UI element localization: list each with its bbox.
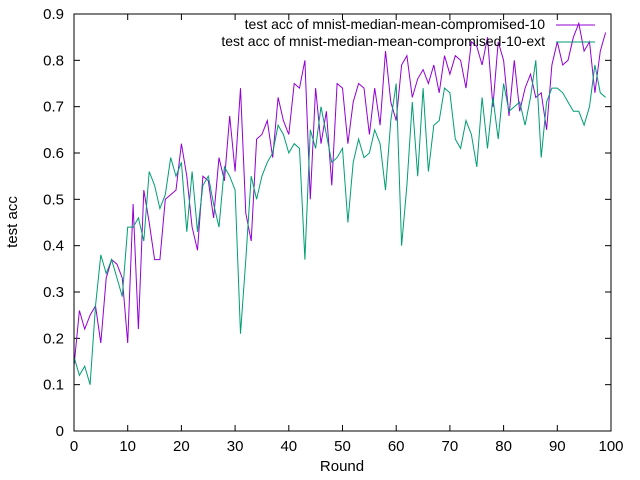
series-line-2 bbox=[73, 60, 606, 385]
y-tick-label: 0.3 bbox=[43, 284, 64, 301]
x-tick-label: 80 bbox=[495, 438, 512, 455]
legend: test acc of mnist-median-mean-compromise… bbox=[221, 16, 595, 49]
x-tick-label: 20 bbox=[173, 438, 190, 455]
legend-label-series-1: test acc of mnist-median-mean-compromise… bbox=[245, 16, 546, 32]
series-layer bbox=[73, 21, 607, 385]
x-tick-label: 0 bbox=[70, 438, 78, 455]
y-tick-label: 0.4 bbox=[43, 238, 64, 255]
y-tick-label: 0.2 bbox=[43, 330, 64, 347]
x-tick-label: 40 bbox=[280, 438, 297, 455]
y-axis: 0 0.1 0.2 0.3 0.4 0.5 0.6 0.7 0.8 0.9 bbox=[43, 6, 611, 440]
y-axis-label: test acc bbox=[4, 196, 21, 248]
x-tick-label: 70 bbox=[442, 438, 459, 455]
x-tick-label: 30 bbox=[227, 438, 244, 455]
plot-frame bbox=[73, 13, 612, 432]
x-tick-label: 100 bbox=[598, 438, 623, 455]
y-tick-label: 0.5 bbox=[43, 191, 64, 208]
y-tick-label: 0 bbox=[56, 423, 64, 440]
x-tick-label: 10 bbox=[119, 438, 136, 455]
series-line-1 bbox=[73, 21, 607, 367]
y-tick-label: 0.7 bbox=[43, 99, 64, 116]
y-tick-label: 0.8 bbox=[43, 52, 64, 69]
y-tick-label: 0.9 bbox=[43, 6, 64, 23]
x-tick-label: 50 bbox=[334, 438, 351, 455]
x-tick-label: 60 bbox=[388, 438, 405, 455]
y-tick-label: 0.1 bbox=[43, 377, 64, 394]
y-tick-label: 0.6 bbox=[43, 145, 64, 162]
x-axis-label: Round bbox=[320, 458, 364, 475]
x-tick-label: 90 bbox=[549, 438, 566, 455]
x-axis: 0 10 20 30 40 50 60 70 80 90 100 bbox=[70, 14, 624, 455]
legend-label-series-2: test acc of mnist-median-mean-compromise… bbox=[221, 33, 545, 49]
